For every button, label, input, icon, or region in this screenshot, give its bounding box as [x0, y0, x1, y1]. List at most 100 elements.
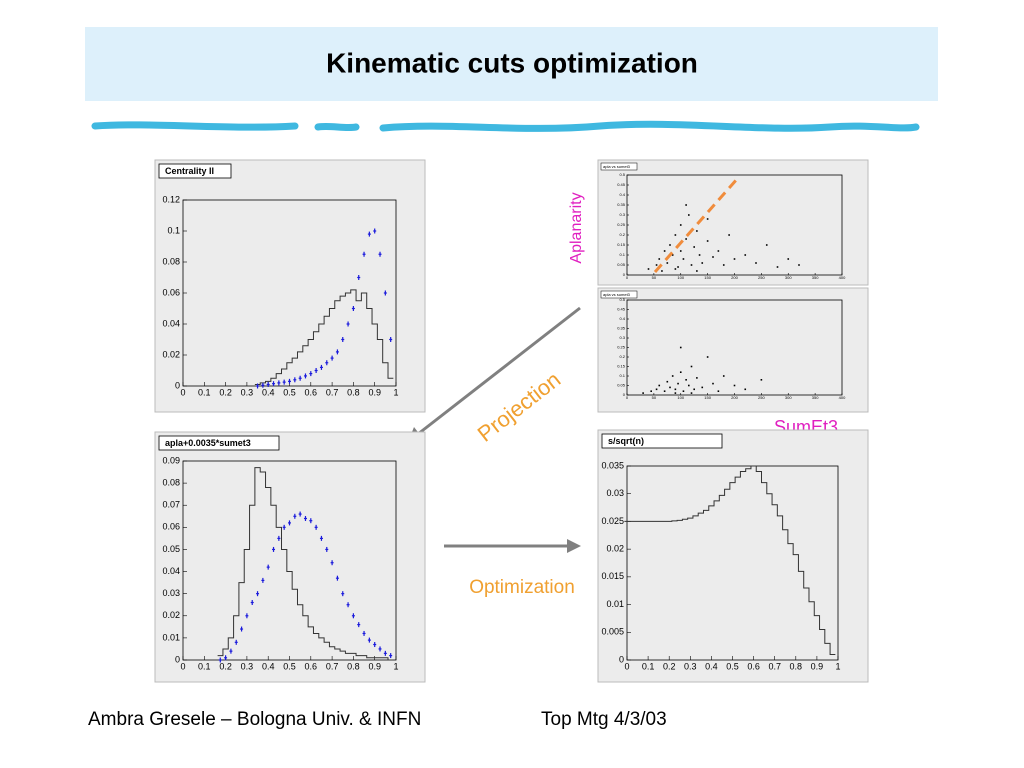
data-point — [357, 622, 361, 628]
data-point — [288, 378, 291, 384]
scatter-point — [679, 250, 682, 252]
data-point — [383, 290, 387, 296]
data-point — [351, 613, 355, 619]
scatter-point — [760, 379, 763, 381]
scatter-point — [650, 390, 652, 392]
y-tick-label: 0.45 — [617, 182, 626, 187]
y-tick-label: 0.08 — [162, 256, 180, 266]
y-tick-label: 0.03 — [606, 488, 624, 498]
scatter-point — [706, 356, 709, 358]
footer-meeting: Top Mtg 4/3/03 — [541, 709, 667, 730]
data-point — [309, 518, 313, 524]
x-tick-label: 0.3 — [241, 661, 254, 671]
data-point — [288, 520, 291, 526]
scatter-point — [733, 384, 736, 387]
x-tick-label: 100 — [677, 395, 684, 400]
y-tick-label: 0 — [175, 654, 180, 664]
scatter-point — [717, 390, 720, 392]
wavy-divider — [91, 120, 920, 132]
y-tick-label: 0.35 — [617, 202, 626, 207]
data-point — [378, 646, 382, 652]
scatter-point — [728, 234, 730, 236]
y-tick-label: 0.3 — [619, 335, 625, 340]
data-point — [266, 381, 270, 387]
data-point — [293, 513, 297, 519]
histogram-line — [624, 465, 836, 655]
scatter-point — [744, 254, 747, 256]
x-tick-label: 400 — [839, 395, 846, 400]
y-tick-label: 0.07 — [162, 500, 180, 510]
data-point — [335, 349, 339, 355]
x-tick-label: 0.1 — [642, 661, 655, 671]
x-tick-label: 0.2 — [219, 387, 232, 397]
scatter-point — [696, 270, 698, 272]
scatter-point — [688, 384, 690, 387]
x-tick-label: 0.9 — [368, 387, 381, 397]
y-tick-label: 0.05 — [162, 544, 180, 554]
y-tick-label: 0.2 — [619, 354, 625, 359]
scatter-point — [677, 266, 679, 268]
histogram-line — [254, 289, 394, 385]
plot-area — [182, 199, 397, 387]
y-tick-label: 0.4 — [619, 316, 625, 321]
scatter-point — [655, 264, 658, 266]
y-tick-label: 0.1 — [167, 225, 180, 235]
x-tick-label: 0 — [624, 661, 629, 671]
scatter-point — [679, 224, 682, 226]
data-point — [240, 626, 244, 632]
data-point — [250, 600, 254, 606]
scatter-point — [679, 371, 682, 373]
y-tick-label: 0.025 — [601, 516, 624, 526]
data-point — [256, 591, 260, 597]
scatter-point — [693, 246, 695, 248]
optimization-label: Optimization — [469, 577, 575, 598]
x-tick-label: 0.7 — [326, 387, 339, 397]
scatter-point — [696, 377, 698, 379]
y-tick-label: 0.04 — [162, 566, 180, 576]
plot-area — [182, 460, 397, 661]
x-tick-label: 0.3 — [241, 387, 254, 397]
y-tick-label: 0.1 — [619, 252, 625, 257]
scatter-point — [671, 254, 674, 256]
scatter-point — [787, 258, 790, 260]
scatter-point — [744, 388, 747, 391]
x-tick-label: 0.6 — [747, 661, 760, 671]
x-tick-label: 0.4 — [705, 661, 718, 671]
x-tick-label: 0.2 — [219, 661, 232, 671]
y-tick-label: 0.02 — [606, 544, 624, 554]
x-tick-label: 0.8 — [347, 661, 360, 671]
y-tick-label: 0.2 — [619, 232, 625, 237]
scatter-point — [663, 250, 666, 252]
y-tick-label: 0.02 — [162, 610, 180, 620]
scatter-point — [701, 262, 704, 264]
scatter-point — [674, 392, 677, 394]
scatter-point — [765, 244, 768, 246]
x-tick-label: 0.9 — [368, 661, 381, 671]
y-tick-label: 0.3 — [619, 212, 625, 217]
scatter-point — [688, 214, 690, 216]
scatter-point — [679, 346, 682, 349]
y-tick-label: 0.05 — [617, 262, 626, 267]
x-tick-label: 150 — [704, 275, 711, 280]
data-point — [303, 515, 307, 521]
x-tick-label: 0.7 — [326, 661, 339, 671]
data-point — [245, 613, 249, 619]
chart-panel: Centrality II 0 0.1 0.2 0.3 0.4 0.5 0.6 0.7 0.8 0.… — [154, 159, 426, 413]
scatter-point — [685, 204, 687, 206]
data-point — [218, 657, 222, 663]
scatter-point — [693, 388, 695, 391]
data-point — [293, 377, 297, 383]
scatter-point — [669, 386, 671, 389]
x-tick-label: 350 — [812, 395, 819, 400]
scatter-point — [755, 262, 757, 264]
data-point — [367, 637, 371, 643]
data-point — [224, 655, 228, 661]
x-tick-label: 0.5 — [283, 387, 296, 397]
y-tick-label: 0.05 — [617, 383, 626, 388]
data-point — [261, 577, 265, 583]
y-tick-label: 0.035 — [601, 460, 624, 470]
scatter-point — [701, 386, 704, 389]
data-point — [362, 630, 366, 636]
x-tick-label: 100 — [677, 275, 684, 280]
projection-label: Projection — [473, 367, 565, 447]
